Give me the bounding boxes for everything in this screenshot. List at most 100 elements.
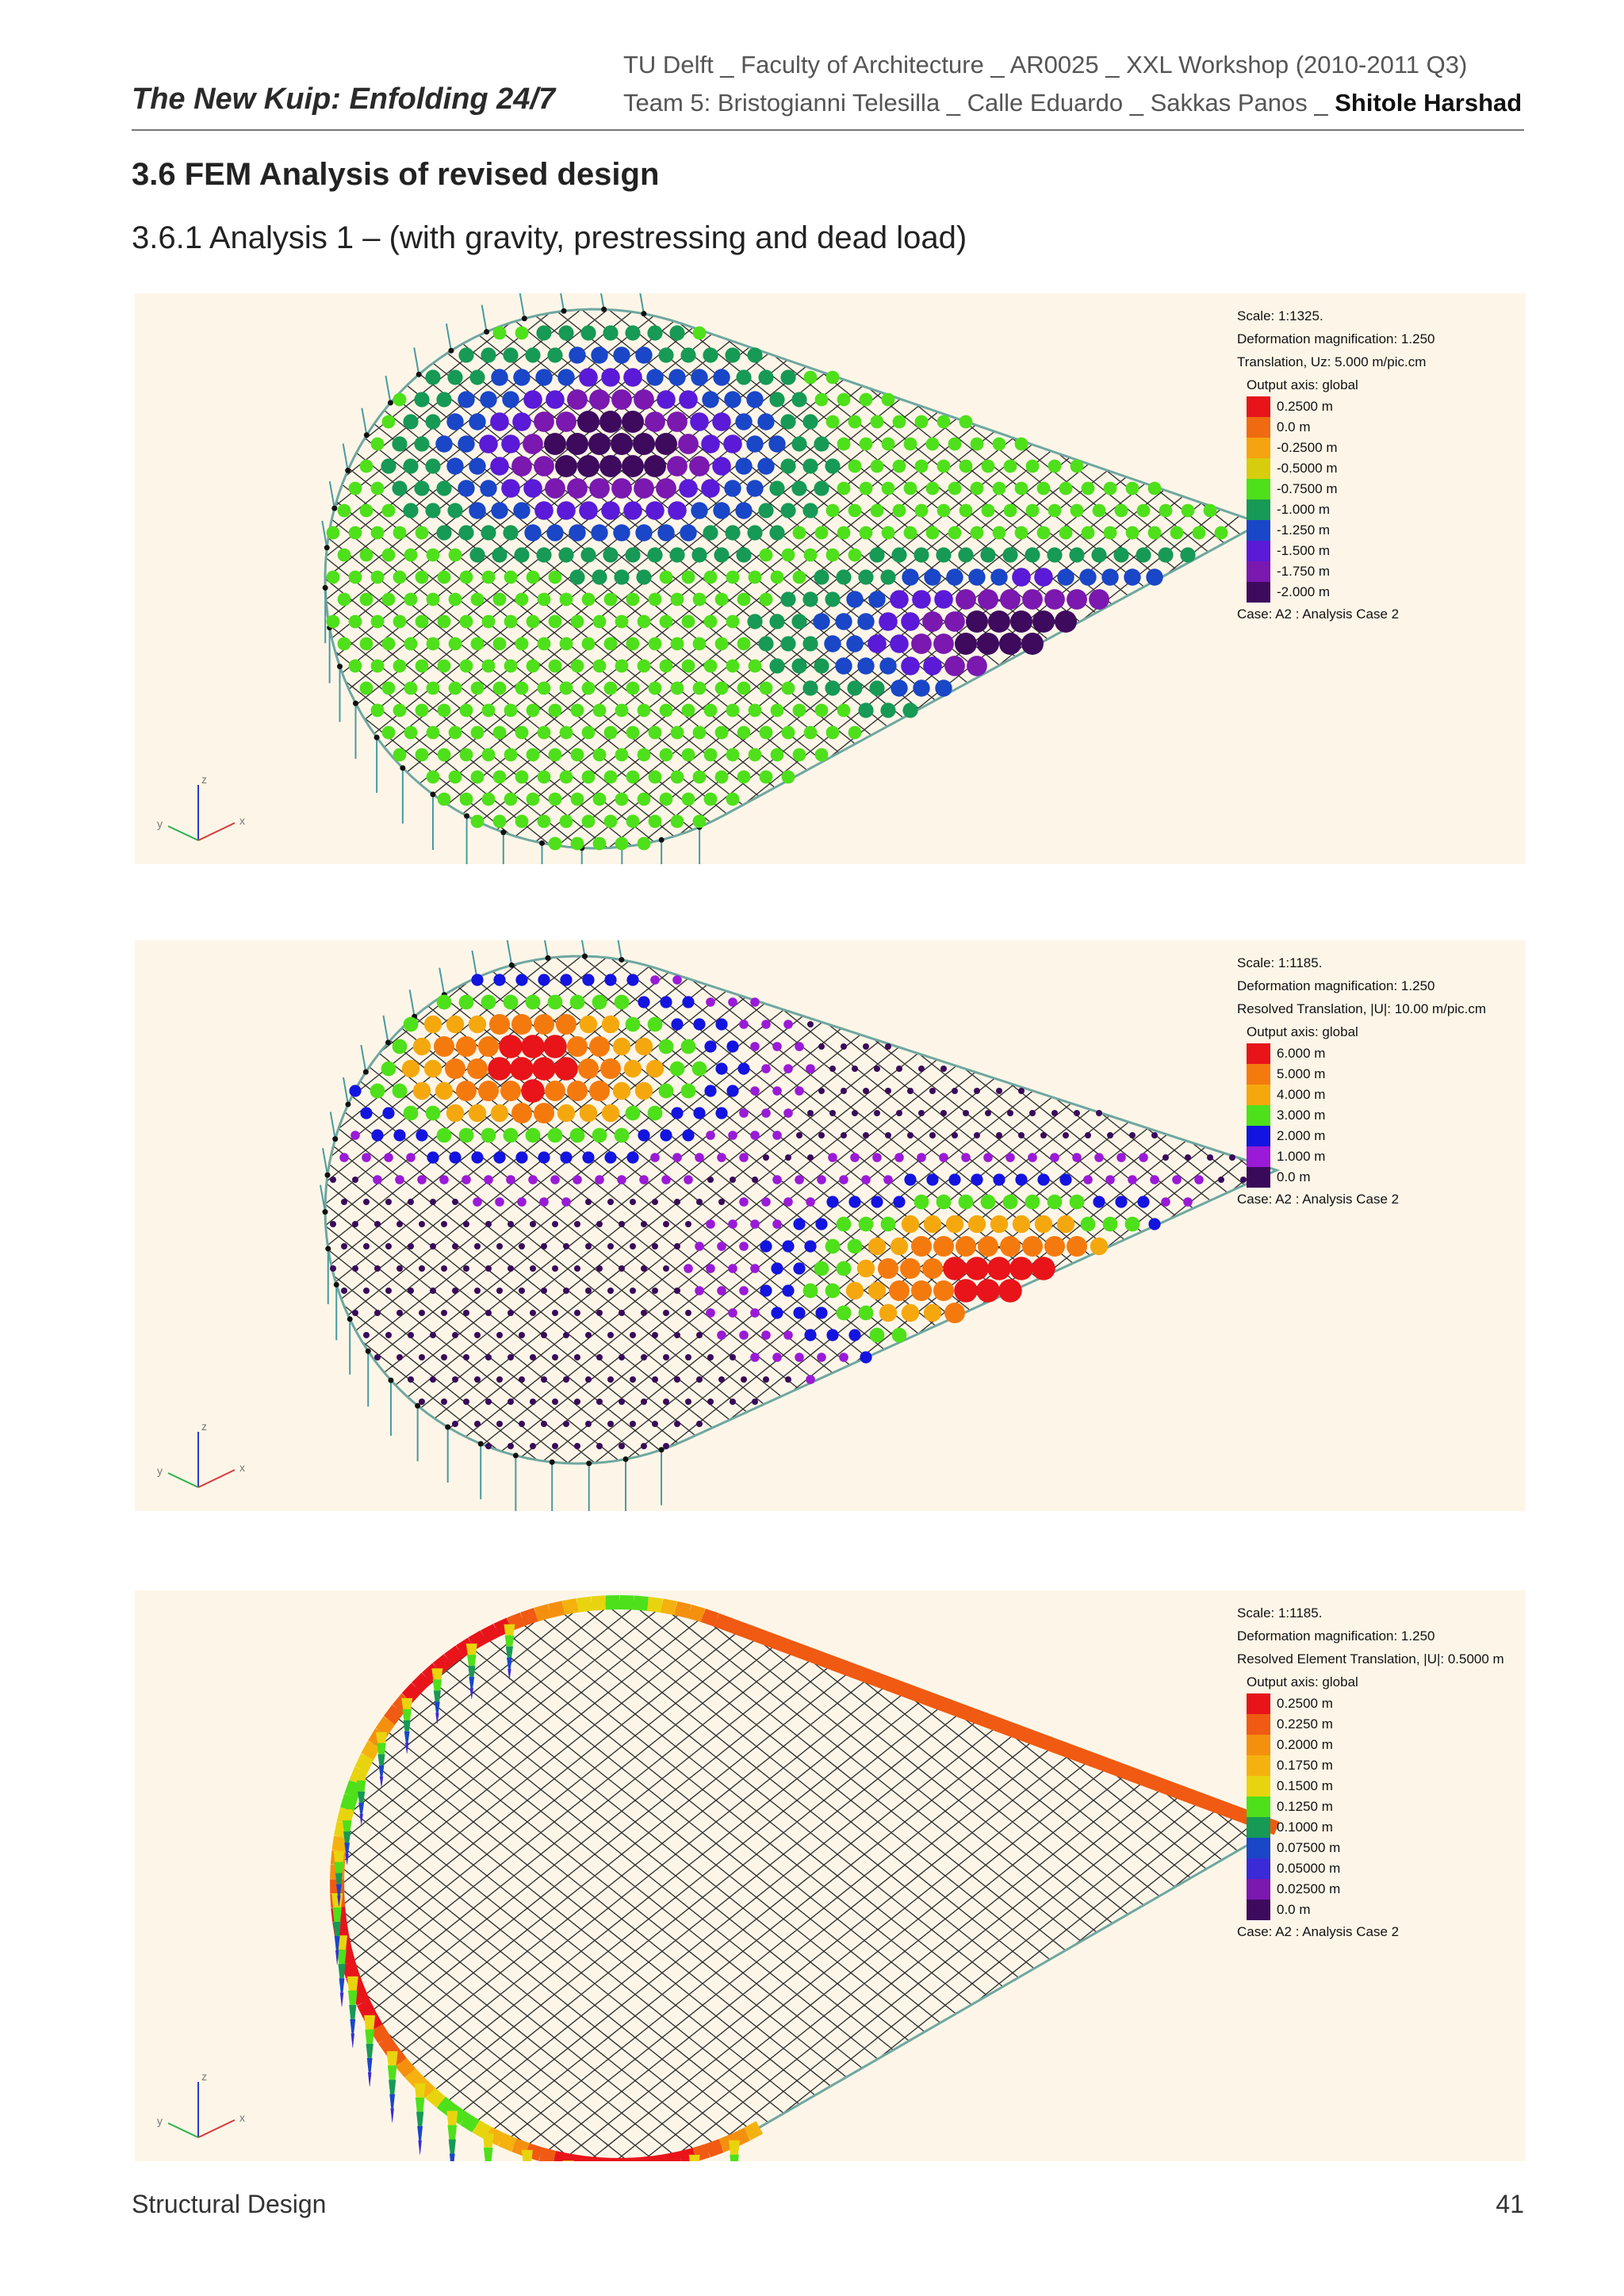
fem-node (1124, 1216, 1140, 1232)
fem-node (526, 748, 540, 762)
fem-node (1207, 1154, 1213, 1161)
fem-node (783, 1197, 793, 1207)
fem-node (341, 1199, 347, 1205)
fem-node (641, 1399, 647, 1405)
fem-node (481, 703, 496, 718)
fem-node (750, 997, 760, 1007)
fem-node (648, 770, 662, 784)
fem-node (552, 1221, 558, 1227)
legend-swatch (1247, 1064, 1270, 1085)
fem-node (696, 1199, 703, 1205)
fem-node (363, 1243, 370, 1249)
fem-node (689, 456, 710, 476)
fem-node (923, 656, 942, 675)
fem-node (737, 637, 751, 651)
fem-node (739, 1020, 749, 1029)
edge-node (448, 347, 454, 354)
fem-node (814, 748, 829, 762)
edge-node (400, 765, 406, 771)
fem-model-render: zxy (157, 940, 1281, 1511)
fem-node (463, 1354, 469, 1360)
fem-node (544, 433, 566, 455)
fem-node (592, 614, 607, 629)
fem-node (970, 526, 984, 540)
legend-label: 0.0 m (1277, 1902, 1311, 1917)
fem-node (574, 1265, 580, 1272)
fem-node (713, 369, 730, 386)
fem-node (759, 592, 773, 607)
fem-node (1115, 1196, 1128, 1208)
fem-node (735, 413, 753, 430)
fem-node (934, 590, 953, 609)
fem-node (747, 614, 763, 629)
legend-scale-rows: 0.2500 m 0.0 m -0.2500 m -0.5000 m -0.7500 m… (1237, 396, 1524, 603)
fem-node (348, 481, 362, 496)
fem-node (456, 1081, 477, 1101)
legend-row: -0.7500 m (1237, 479, 1524, 499)
legend-case: Case: A2 : Analysis Case 2 (1237, 1924, 1400, 1939)
legend-deformation: Deformation magnification: 1.250 (1237, 978, 1435, 993)
fem-node (503, 994, 519, 1010)
fem-node (603, 681, 618, 695)
fem-node (752, 1177, 758, 1183)
fem-node (814, 526, 829, 540)
legend-label: 0.02500 m (1277, 1881, 1341, 1896)
legend-label: -0.2500 m (1277, 440, 1338, 455)
column-stress (688, 2154, 700, 2161)
legend-label: 0.07500 m (1277, 1840, 1341, 1855)
fem-node (1180, 547, 1196, 563)
fem-node (415, 570, 429, 584)
fem-node (591, 524, 608, 541)
column-stress (389, 2094, 396, 2109)
fem-node (603, 814, 618, 828)
fem-node (807, 1021, 814, 1027)
legend-scale: Scale: 1:1185. (1237, 955, 1323, 970)
legend-axis: Output axis: global (1247, 1674, 1358, 1689)
ring-segment (401, 1682, 422, 1703)
fem-node (646, 369, 664, 386)
fem-node (548, 703, 562, 718)
fem-node (430, 1288, 436, 1294)
fem-node (537, 814, 551, 828)
edge-node (445, 1424, 451, 1430)
fem-node (1214, 526, 1228, 540)
fem-node (1114, 503, 1128, 518)
fem-node (726, 748, 740, 762)
fem-node (652, 1288, 658, 1294)
fem-node (481, 659, 496, 673)
fem-node (650, 975, 660, 985)
fem-node (922, 611, 943, 632)
fem-node (603, 592, 618, 607)
fem-node (414, 392, 430, 408)
fem-node (504, 703, 518, 718)
fem-node (559, 814, 573, 828)
fem-node (702, 391, 719, 408)
fem-node (752, 1399, 758, 1405)
fem-node (959, 503, 973, 518)
fem-node (925, 437, 940, 451)
edge-node (416, 371, 422, 377)
fem-node (772, 1042, 782, 1051)
legend-deformation: Deformation magnification: 1.250 (1237, 1628, 1435, 1644)
fem-node (385, 1243, 392, 1249)
fem-node (530, 1221, 536, 1227)
fem-node (701, 434, 720, 453)
fem-node (670, 814, 684, 828)
fem-node (770, 703, 784, 718)
fem-node (459, 570, 473, 584)
fem-node (914, 547, 929, 563)
fem-node (791, 392, 807, 408)
fem-node (574, 1443, 580, 1449)
fem-node (715, 1062, 728, 1075)
fem-node (901, 1215, 920, 1234)
legend-swatch (1247, 1735, 1270, 1755)
fem-node (510, 1057, 534, 1081)
fem-node (634, 1037, 653, 1056)
fem-node (970, 481, 984, 496)
fem-node (552, 1399, 558, 1405)
fem-node (619, 1310, 625, 1316)
fem-node (526, 570, 540, 584)
fem-node (381, 458, 396, 474)
fem-node (902, 568, 919, 586)
fem-node (996, 1088, 1002, 1094)
